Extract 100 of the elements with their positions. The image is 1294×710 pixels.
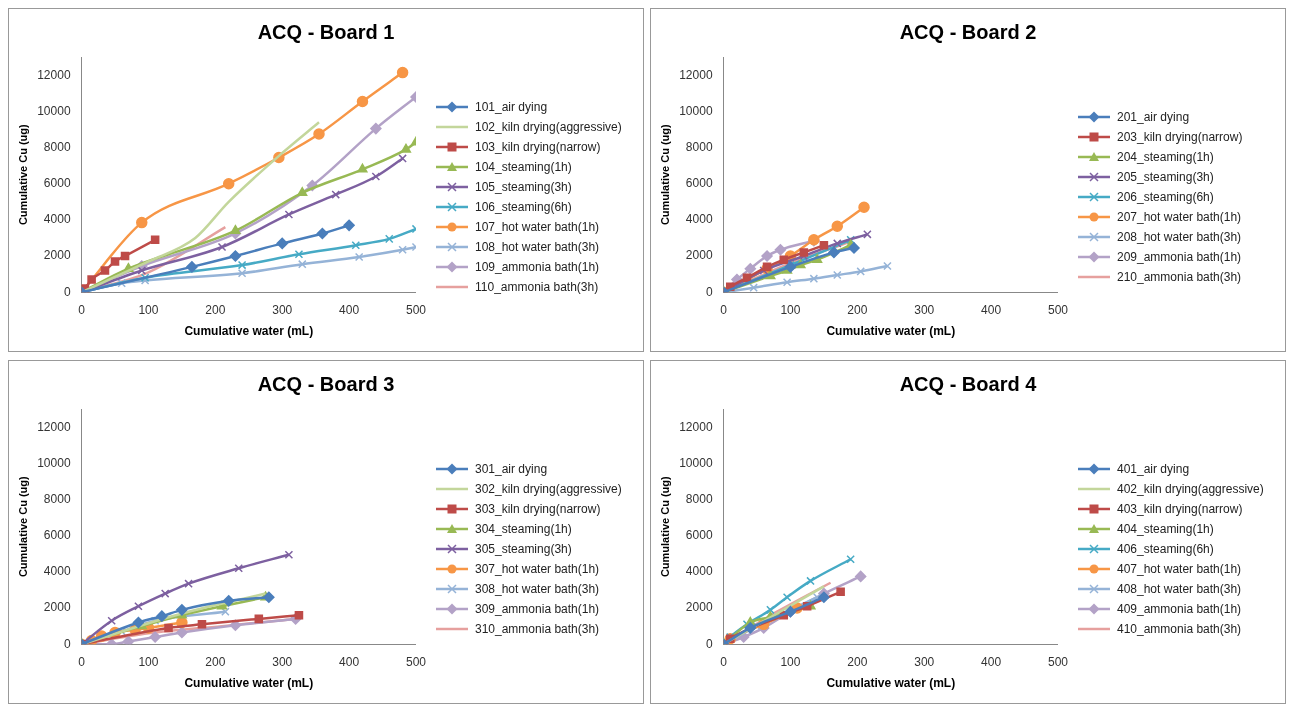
y-tick-label: 6000	[43, 528, 71, 543]
y-tick-label: 0	[63, 636, 71, 651]
x-tick-label: 100	[138, 654, 159, 669]
y-tick-label: 2000	[43, 600, 71, 615]
y-tick-label: 10000	[37, 455, 71, 470]
legend-label: 209_ammonia bath(1h)	[1117, 250, 1242, 264]
legend-label: 203_kiln drying(narrow)	[1117, 130, 1243, 144]
legend-label: 110_ammonia bath(3h)	[475, 280, 599, 294]
x-tick-label: 300	[272, 302, 293, 317]
y-tick-label: 4000	[43, 564, 71, 579]
legend-label: 402_kiln drying(aggressive)	[1117, 482, 1264, 496]
x-tick-label: 100	[780, 302, 801, 317]
y-tick-label: 4000	[43, 212, 71, 227]
legend-label: 106_steaming(6h)	[475, 200, 572, 214]
y-tick-label: 8000	[685, 139, 713, 154]
y-tick-label: 6000	[685, 528, 713, 543]
y-tick-label: 2000	[43, 248, 71, 263]
legend-label: 401_air dying	[1117, 462, 1190, 476]
x-tick-label: 500	[405, 302, 427, 317]
y-axis-title: Cumulative Cu (ug)	[16, 475, 29, 578]
y-tick-label: 10000	[679, 455, 713, 470]
y-tick-label: 0	[705, 284, 713, 299]
x-axis-title: Cumulative water (mL)	[826, 324, 956, 339]
legend-label: 309_ammonia bath(1h)	[475, 602, 600, 616]
y-tick-label: 10000	[37, 103, 71, 118]
legend-label: 404_steaming(1h)	[1117, 522, 1214, 536]
legend-label: 205_steaming(3h)	[1117, 170, 1214, 184]
legend-label: 304_steaming(1h)	[475, 522, 572, 536]
legend-label: 102_kiln drying(aggressive)	[475, 120, 622, 134]
chart-title: ACQ - Board 4	[898, 372, 1038, 397]
legend-label: 103_kiln drying(narrow)	[475, 140, 601, 154]
legend-label: 307_hot water bath(1h)	[475, 562, 600, 576]
y-tick-label: 4000	[685, 564, 713, 579]
legend-label: 206_steaming(6h)	[1117, 190, 1214, 204]
y-tick-label: 8000	[43, 139, 71, 154]
legend-label: 403_kiln drying(narrow)	[1117, 502, 1243, 516]
legend-label: 107_hot water bath(1h)	[475, 220, 600, 234]
legend-label: 204_steaming(1h)	[1117, 150, 1214, 164]
x-tick-label: 300	[272, 654, 293, 669]
x-tick-label: 200	[205, 654, 226, 669]
x-tick-label: 0	[78, 302, 86, 317]
legend-label: 210_ammonia bath(3h)	[1117, 270, 1242, 284]
legend-label: 409_ammonia bath(1h)	[1117, 602, 1242, 616]
y-tick-label: 6000	[685, 176, 713, 191]
x-tick-label: 0	[720, 302, 728, 317]
legend-label: 408_hot water bath(3h)	[1117, 582, 1242, 596]
x-tick-label: 300	[914, 654, 935, 669]
y-tick-label: 6000	[43, 176, 71, 191]
legend-label: 303_kiln drying(narrow)	[475, 502, 601, 516]
chart-title: ACQ - Board 1	[256, 20, 396, 45]
legend-label: 208_hot water bath(3h)	[1117, 230, 1242, 244]
x-axis-title: Cumulative water (mL)	[184, 676, 314, 691]
y-tick-label: 2000	[685, 600, 713, 615]
x-tick-label: 100	[138, 302, 159, 317]
y-axis-title: Cumulative Cu (ug)	[658, 123, 671, 226]
x-axis-title: Cumulative water (mL)	[826, 676, 956, 691]
y-tick-label: 8000	[43, 491, 71, 506]
y-tick-label: 8000	[685, 491, 713, 506]
y-axis-title: Cumulative Cu (ug)	[16, 123, 29, 226]
chart-title: ACQ - Board 3	[256, 372, 396, 397]
x-tick-label: 300	[914, 302, 935, 317]
y-axis-title: Cumulative Cu (ug)	[658, 475, 671, 578]
x-tick-label: 100	[780, 654, 801, 669]
x-tick-label: 400	[981, 302, 1002, 317]
x-tick-label: 200	[847, 302, 868, 317]
legend-label: 104_steaming(1h)	[475, 160, 572, 174]
y-tick-label: 4000	[685, 212, 713, 227]
y-tick-label: 12000	[37, 67, 71, 82]
legend-label: 301_air dying	[475, 462, 548, 476]
legend-label: 207_hot water bath(1h)	[1117, 210, 1242, 224]
y-tick-label: 10000	[679, 103, 713, 118]
y-tick-label: 12000	[679, 419, 713, 434]
x-tick-label: 400	[981, 654, 1002, 669]
legend-label: 410_ammonia bath(3h)	[1117, 622, 1242, 636]
legend-label: 310_ammonia bath(3h)	[475, 622, 600, 636]
legend-label: 201_air dying	[1117, 110, 1190, 124]
y-tick-label: 2000	[685, 248, 713, 263]
legend-label: 109_ammonia bath(1h)	[475, 260, 600, 274]
legend-label: 308_hot water bath(3h)	[475, 582, 600, 596]
x-axis-title: Cumulative water (mL)	[184, 324, 314, 339]
x-tick-label: 0	[78, 654, 86, 669]
x-tick-label: 0	[720, 654, 728, 669]
x-tick-label: 500	[1047, 302, 1069, 317]
legend-label: 105_steaming(3h)	[475, 180, 572, 194]
legend-label: 101_air dying	[475, 100, 548, 114]
x-tick-label: 400	[339, 654, 360, 669]
chart-title: ACQ - Board 2	[898, 20, 1038, 45]
x-tick-label: 200	[205, 302, 226, 317]
legend-label: 302_kiln drying(aggressive)	[475, 482, 622, 496]
y-tick-label: 12000	[37, 419, 71, 434]
legend-label: 305_steaming(3h)	[475, 542, 572, 556]
y-tick-label: 12000	[679, 67, 713, 82]
x-tick-label: 500	[1047, 654, 1069, 669]
legend-label: 108_hot water bath(3h)	[475, 240, 600, 254]
x-tick-label: 200	[847, 654, 868, 669]
x-tick-label: 500	[405, 654, 427, 669]
y-tick-label: 0	[63, 284, 71, 299]
x-tick-label: 400	[339, 302, 360, 317]
legend-label: 407_hot water bath(1h)	[1117, 562, 1242, 576]
legend-label: 406_steaming(6h)	[1117, 542, 1214, 556]
